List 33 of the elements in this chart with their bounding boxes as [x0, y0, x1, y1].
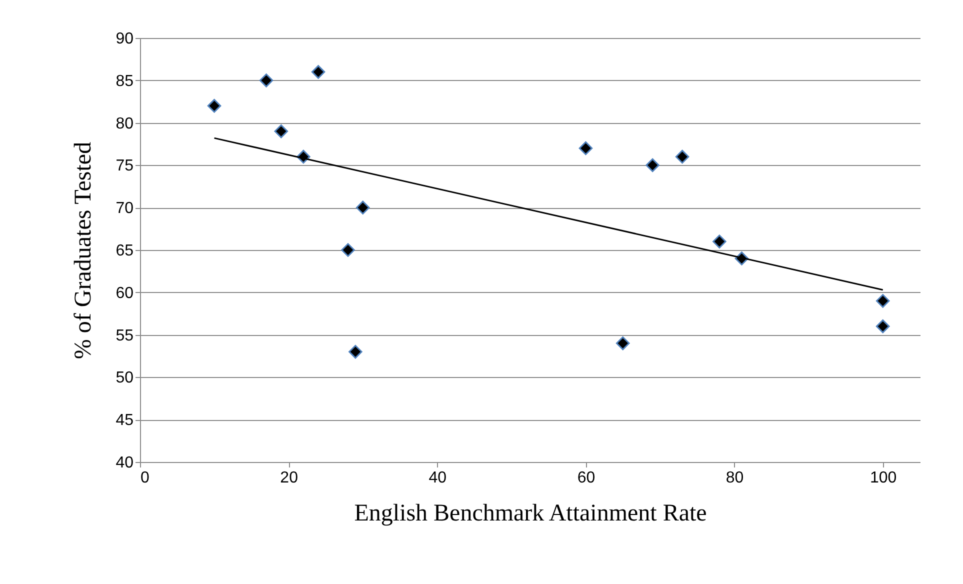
point: [712, 234, 726, 248]
point: [348, 344, 362, 359]
y-tick-label: 85: [116, 72, 134, 90]
y-tick-label: 90: [116, 30, 134, 48]
point: [311, 65, 326, 79]
x-tick-label: 40: [428, 470, 447, 486]
point: [675, 150, 690, 164]
y-tick-label: 60: [116, 284, 134, 302]
y-tick-label: 40: [116, 454, 134, 472]
x-tick-label: 0: [140, 470, 150, 486]
y-tick-label: 80: [116, 115, 134, 132]
point: [207, 98, 222, 113]
point: [876, 294, 890, 308]
y-tick-label: 65: [116, 242, 134, 260]
x-tick-label: 60: [577, 470, 596, 486]
point: [259, 74, 274, 88]
y-axis-title: % of Graduates Tested: [70, 142, 97, 360]
y-tick-label: 75: [116, 158, 134, 175]
point: [274, 124, 288, 138]
x-axis-title: English Benchmark Attainment Rate: [354, 500, 707, 526]
point: [578, 141, 593, 156]
y-tick-label: 45: [116, 412, 134, 430]
x-tick-label: 80: [726, 470, 744, 486]
y-tick-label: 70: [116, 200, 134, 218]
x-tick-label: 100: [870, 470, 897, 486]
y-tick-label: 55: [116, 327, 134, 344]
point: [646, 158, 660, 172]
point: [876, 319, 890, 334]
x-tick-label: 20: [280, 470, 298, 486]
point: [341, 243, 355, 257]
point: [616, 336, 630, 350]
y-tick-label: 50: [116, 370, 134, 387]
point: [356, 200, 370, 214]
